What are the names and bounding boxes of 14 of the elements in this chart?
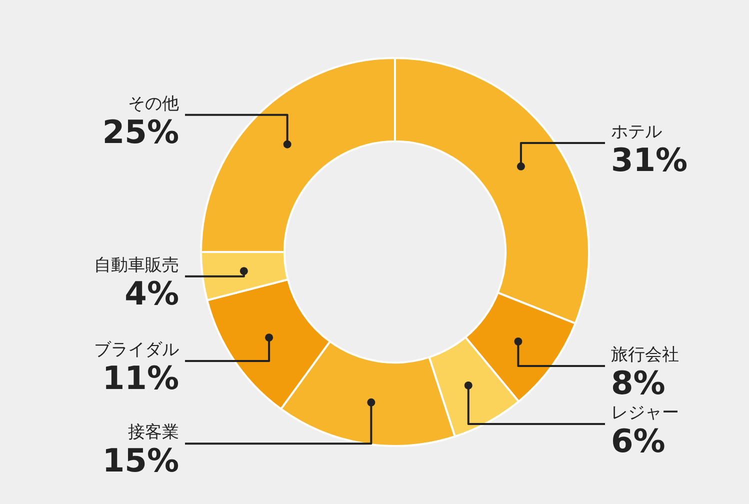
slice-label: その他 xyxy=(128,94,179,114)
data-label: 25% xyxy=(102,112,179,151)
slice-label: ブライダル xyxy=(94,340,179,360)
slice-label: 旅行会社 xyxy=(611,345,679,366)
data-label: 8% xyxy=(611,364,666,402)
data-label: 11% xyxy=(102,359,179,398)
data-label: 6% xyxy=(611,422,666,460)
slice-label: 自動車販売 xyxy=(94,255,179,276)
slice-label: レジャー xyxy=(611,403,679,424)
data-label: 31% xyxy=(611,140,688,179)
data-label: 15% xyxy=(102,442,179,480)
slice-label: 接客業 xyxy=(128,422,179,443)
data-label: 4% xyxy=(124,274,179,312)
slice-label: ホテル xyxy=(611,122,662,142)
